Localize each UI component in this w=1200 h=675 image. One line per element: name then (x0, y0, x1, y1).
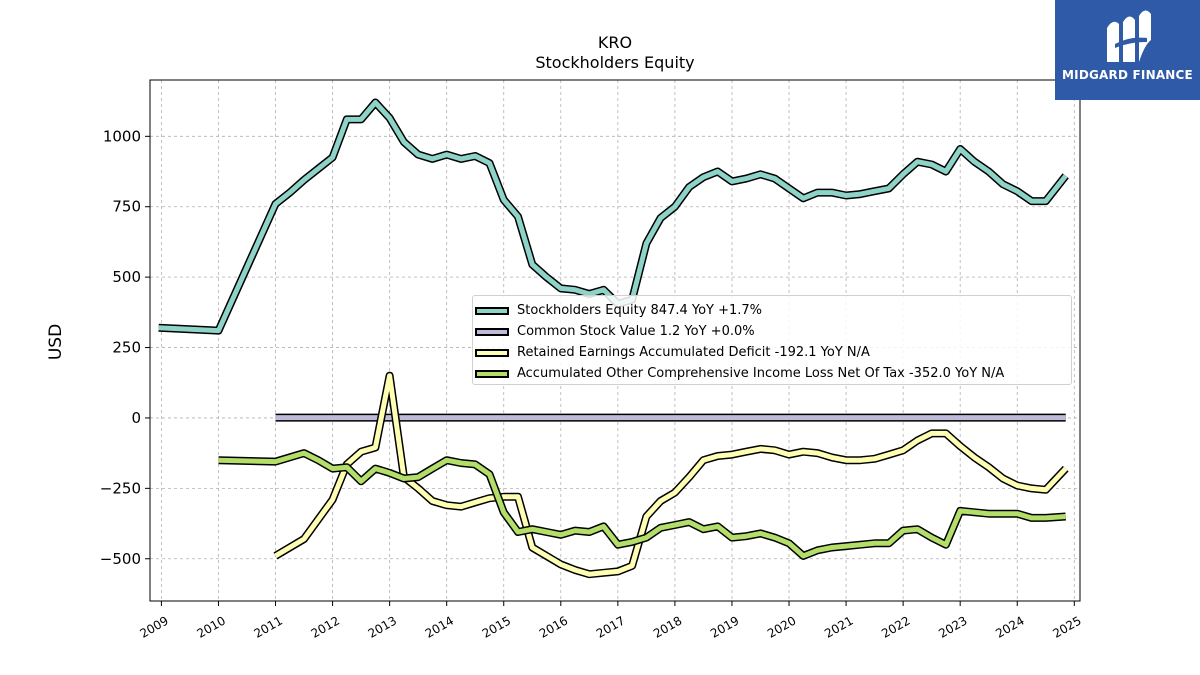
x-tick-label: 2015 (480, 613, 513, 640)
series-layer (158, 98, 1069, 579)
y-tick-label: 0 (131, 409, 141, 427)
chart-subtitle: Stockholders Equity (535, 53, 695, 72)
x-tick-label: 2016 (537, 613, 570, 640)
legend-entry-aoci[interactable]: Accumulated Other Comprehensive Income L… (473, 363, 1071, 384)
x-tick-label: 2024 (993, 613, 1026, 640)
legend: Stockholders Equity 847.4 YoY +1.7% Comm… (472, 295, 1072, 385)
y-tick-label: 500 (112, 268, 141, 286)
y-tick-label: −500 (100, 550, 141, 568)
legend-swatch-retained-earnings (475, 348, 509, 357)
midgard-logo-icon (1107, 10, 1151, 63)
logo-text: MIDGARD FINANCE (1062, 68, 1193, 82)
x-tick-label: 2023 (936, 613, 969, 640)
legend-entry-common-stock-value[interactable]: Common Stock Value 1.2 YoY +0.0% (473, 321, 1071, 342)
legend-entry-retained-earnings[interactable]: Retained Earnings Accumulated Deficit -1… (473, 342, 1071, 363)
y-tick-label: 1000 (103, 127, 141, 145)
series-line-accumulated-other-comprehensive-income-loss-net-of-tax (218, 450, 1066, 559)
legend-entry-stockholders-equity[interactable]: Stockholders Equity 847.4 YoY +1.7% (473, 300, 1071, 321)
legend-label-stockholders-equity: Stockholders Equity 847.4 YoY +1.7% (517, 303, 763, 318)
series-line-stockholders-equity (158, 100, 1068, 334)
legend-label-aoci: Accumulated Other Comprehensive Income L… (517, 366, 1005, 381)
legend-swatch-stockholders-equity (475, 306, 509, 315)
legend-label-common-stock-value: Common Stock Value 1.2 YoY +0.0% (517, 324, 755, 339)
legend-label-retained-earnings: Retained Earnings Accumulated Deficit -1… (517, 345, 870, 360)
x-tick-label: 2018 (651, 613, 684, 640)
x-tick-label: 2025 (1050, 613, 1083, 640)
x-tick-label: 2014 (423, 613, 456, 640)
x-tick-label: 2021 (822, 613, 855, 640)
chart-title: KRO (597, 33, 633, 52)
midgard-finance-logo: MIDGARD FINANCE (1055, 0, 1200, 100)
x-tick-label: 2020 (765, 613, 798, 640)
y-tick-label: 250 (112, 339, 141, 357)
x-tick-label: 2012 (309, 613, 342, 640)
legend-swatch-common-stock-value (475, 327, 509, 336)
x-tick-label: 2019 (708, 613, 741, 640)
x-tick-label: 2013 (366, 613, 399, 640)
x-tick-label: 2017 (594, 613, 627, 640)
x-tick-label: 2009 (137, 613, 170, 640)
plot-frame (149, 79, 1081, 602)
legend-swatch-aoci (475, 369, 509, 378)
y-tick-label: −250 (100, 479, 141, 497)
series-line-retained-earnings-accumulated-deficit (274, 373, 1068, 577)
axes-layer (149, 79, 1081, 602)
y-tick-label: 750 (112, 198, 141, 216)
x-tick-label: 2010 (195, 613, 228, 640)
x-tick-label: 2011 (252, 613, 285, 640)
x-tick-label: 2022 (879, 613, 912, 640)
